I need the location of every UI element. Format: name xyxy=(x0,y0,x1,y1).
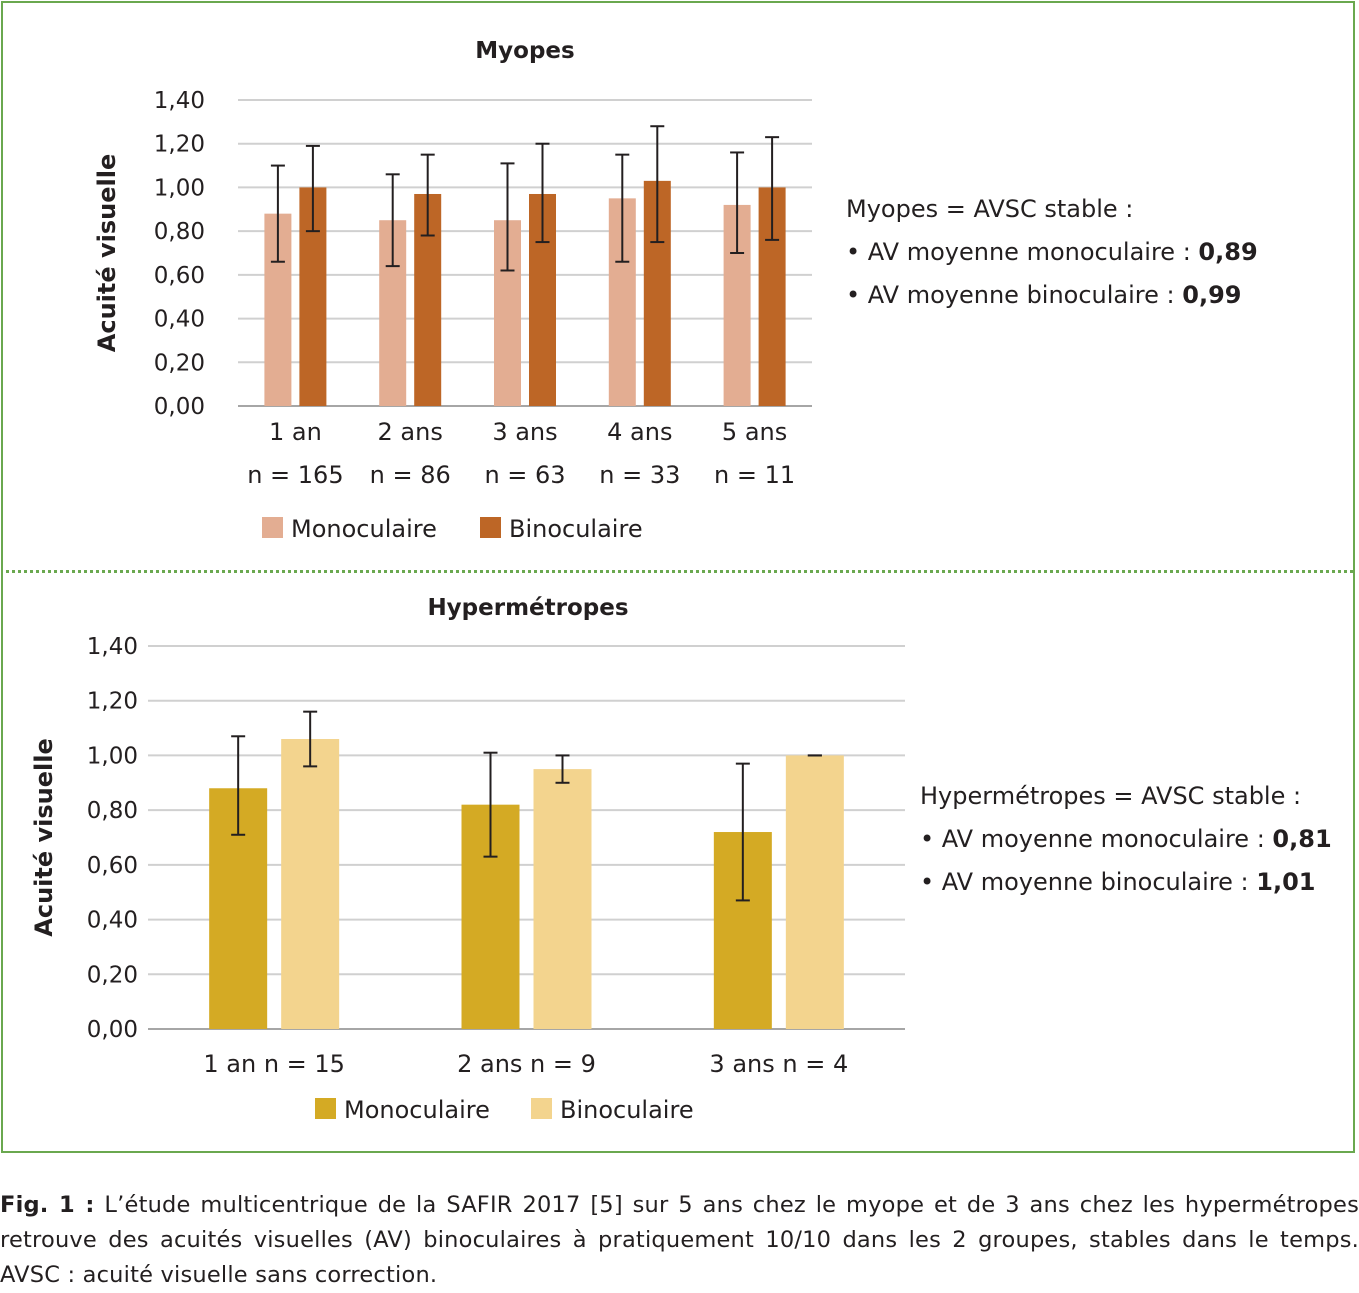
y-tick-label: 1,00 xyxy=(154,175,205,201)
x-category-label: 3 ans n = 4 xyxy=(709,1050,848,1078)
x-category-label: 2 ans n = 9 xyxy=(457,1050,596,1078)
legend-swatch xyxy=(315,1098,336,1119)
legend-swatch xyxy=(531,1098,552,1119)
y-tick-label: 1,40 xyxy=(154,88,205,114)
caption-label: Fig. 1 : xyxy=(0,1192,95,1218)
y-tick-label: 1,20 xyxy=(87,689,138,715)
x-category-label: n = 11 xyxy=(714,461,795,489)
note-text: • AV moyenne monoculaire : xyxy=(846,238,1199,266)
y-tick-label: 0,20 xyxy=(154,350,205,376)
x-category-label: n = 86 xyxy=(370,461,451,489)
bar-binoculaire xyxy=(785,755,844,1029)
legend-label: Monoculaire xyxy=(344,1096,490,1124)
myopes-note-bino: • AV moyenne binoculaire : 0,99 xyxy=(846,274,1258,317)
y-tick-label: 0,80 xyxy=(87,798,138,824)
hypermetropes-note-bino: • AV moyenne binoculaire : 1,01 xyxy=(920,861,1332,904)
note-value: 0,81 xyxy=(1272,825,1332,853)
y-tick-label: 0,20 xyxy=(87,962,138,988)
x-category-label: 3 ans xyxy=(492,418,557,446)
note-text: • AV moyenne binoculaire : xyxy=(846,281,1183,309)
x-category-label: 4 ans xyxy=(607,418,672,446)
hypermetropes-note-mono: • AV moyenne monoculaire : 0,81 xyxy=(920,818,1332,861)
bar-binoculaire xyxy=(533,769,592,1029)
figure-caption: Fig. 1 : L’étude multicentrique de la SA… xyxy=(0,1188,1359,1293)
y-axis-label: Acuité visuelle xyxy=(30,738,58,936)
myopes-chart: Myopes Acuité visuelle 0,00 0,20 0,40 0,60 0,8… xyxy=(93,38,812,543)
legend-label: Monoculaire xyxy=(291,515,437,543)
y-tick-label: 0,60 xyxy=(154,263,205,289)
myopes-note-heading: Myopes = AVSC stable : xyxy=(846,195,1134,223)
y-tick-label: 1,00 xyxy=(87,743,138,769)
y-tick-label: 0,40 xyxy=(87,908,138,934)
note-value: 0,99 xyxy=(1182,281,1242,309)
legend-label: Binoculaire xyxy=(509,515,643,543)
myopes-note-mono: • AV moyenne monoculaire : 0,89 xyxy=(846,231,1258,274)
x-category-label: n = 33 xyxy=(599,461,680,489)
hypermetropes-note: Hypermétropes = AVSC stable : • AV moyen… xyxy=(920,775,1332,904)
legend-label: Binoculaire xyxy=(560,1096,694,1124)
hypermetropes-note-heading: Hypermétropes = AVSC stable : xyxy=(920,782,1302,810)
y-tick-label: 0,60 xyxy=(87,853,138,879)
x-category-label: 1 an n = 15 xyxy=(203,1050,345,1078)
y-tick-label: 0,00 xyxy=(87,1017,138,1043)
y-tick-label: 0,00 xyxy=(154,394,205,420)
y-tick-label: 0,80 xyxy=(154,219,205,245)
caption-text: L’étude multicentrique de la SAFIR 2017 … xyxy=(0,1192,1359,1288)
bar-binoculaire xyxy=(281,739,340,1029)
x-category-label: 5 ans xyxy=(722,418,787,446)
chart-title: Hypermétropes xyxy=(427,595,628,621)
note-text: • AV moyenne binoculaire : xyxy=(920,868,1257,896)
legend-swatch xyxy=(480,517,501,538)
x-category-label: n = 165 xyxy=(247,461,343,489)
figure-frame xyxy=(1,1,1355,1153)
x-category-label: 1 an xyxy=(269,418,322,446)
y-tick-label: 1,20 xyxy=(154,132,205,158)
y-tick-label: 1,40 xyxy=(87,634,138,660)
y-axis-label: Acuité visuelle xyxy=(93,154,121,352)
section-divider xyxy=(6,570,1353,573)
chart-title: Myopes xyxy=(475,38,574,64)
note-value: 0,89 xyxy=(1198,238,1258,266)
legend-swatch xyxy=(262,517,283,538)
myopes-note: Myopes = AVSC stable : • AV moyenne mono… xyxy=(846,188,1258,317)
x-category-label: n = 63 xyxy=(484,461,565,489)
hypermetropes-chart: Hypermétropes Acuité visuelle 0,00 0,20 0,40… xyxy=(30,595,905,1124)
note-text: • AV moyenne monoculaire : xyxy=(920,825,1273,853)
x-category-label: 2 ans xyxy=(378,418,443,446)
note-value: 1,01 xyxy=(1256,868,1316,896)
y-tick-label: 0,40 xyxy=(154,307,205,333)
